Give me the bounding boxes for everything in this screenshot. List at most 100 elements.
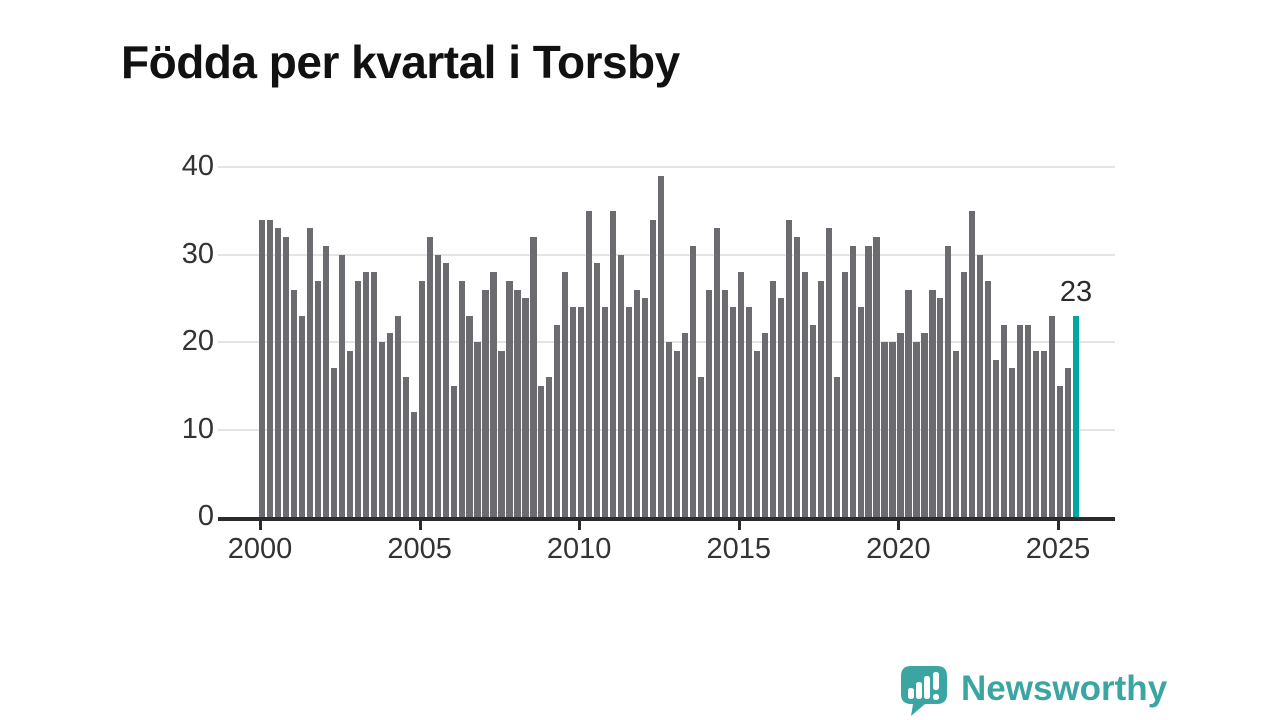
bar-2005Q3 xyxy=(434,254,441,517)
y-axis-tick-label-0: 0 xyxy=(197,500,214,532)
bar-2018Q3 xyxy=(849,245,856,517)
bar-2000Q3 xyxy=(274,228,282,517)
bar-2021Q1 xyxy=(929,289,936,517)
y-axis-tick-label-30: 30 xyxy=(181,237,214,270)
bar-2013Q1 xyxy=(673,350,681,517)
bar-2010Q2 xyxy=(586,210,593,517)
newsworthy-chart-bubble-icon xyxy=(901,666,947,716)
bar-2009Q1 xyxy=(546,377,553,517)
bar-2018Q2 xyxy=(841,272,848,517)
bar-2001Q3 xyxy=(306,228,314,517)
bar-2015Q1 xyxy=(737,272,744,517)
x-axis-tick-label-2020: 2020 xyxy=(866,533,931,565)
bar-2012Q2 xyxy=(650,219,657,517)
bar-2003Q2 xyxy=(362,272,369,517)
x-axis-line xyxy=(218,517,1115,521)
x-axis-tick-label-2025: 2025 xyxy=(1025,533,1091,565)
bar-2022Q1 xyxy=(961,272,968,517)
bar-2009Q3 xyxy=(562,272,569,517)
bar-2006Q4 xyxy=(474,342,481,517)
x-axis-tick-2005 xyxy=(418,521,422,530)
x-axis-tick-2015 xyxy=(737,521,741,530)
bar-2020Q1 xyxy=(897,333,904,517)
bar-2023Q3 xyxy=(1009,368,1016,517)
bar-2010Q1 xyxy=(578,307,585,517)
x-axis-tick-2010 xyxy=(578,521,582,530)
highlight-value-label: 23 xyxy=(1059,275,1093,308)
bar-2001Q4 xyxy=(314,280,322,517)
bar-2008Q4 xyxy=(538,385,545,517)
bar-2014Q4 xyxy=(729,307,736,517)
bar-2001Q2 xyxy=(298,315,306,517)
bar-2019Q1 xyxy=(865,245,872,517)
bar-2025Q1 xyxy=(1057,385,1064,517)
bar-2020Q2 xyxy=(905,289,912,517)
bar-2014Q1 xyxy=(705,289,713,517)
bar-2019Q2 xyxy=(873,237,880,517)
bar-2007Q1 xyxy=(482,289,489,517)
bar-2015Q3 xyxy=(753,350,760,517)
y-axis-tick-label-40: 40 xyxy=(181,150,214,182)
bar-2015Q2 xyxy=(745,307,752,517)
bar-2003Q3 xyxy=(370,272,377,517)
bar-2015Q4 xyxy=(761,333,768,517)
gridline-y30 xyxy=(218,253,1115,256)
bar-2007Q4 xyxy=(506,280,513,517)
bar-2012Q4 xyxy=(665,342,673,517)
bar-2023Q4 xyxy=(1017,324,1024,517)
bar-2021Q2 xyxy=(937,298,944,517)
page-title: Födda per kvartal i Torsby xyxy=(121,35,680,88)
bar-2002Q3 xyxy=(338,254,345,517)
bar-2000Q2 xyxy=(266,219,274,517)
bar-2001Q1 xyxy=(290,289,298,517)
bar-2018Q4 xyxy=(857,307,864,517)
bar-2017Q4 xyxy=(825,228,832,517)
bar-2013Q2 xyxy=(681,333,689,517)
gridline-y40 xyxy=(218,166,1115,168)
bar-2004Q1 xyxy=(386,333,393,517)
x-axis-tick-label-2015: 2015 xyxy=(706,533,772,565)
bar-2014Q2 xyxy=(713,228,721,517)
bar-2000Q4 xyxy=(282,237,290,517)
bar-2017Q2 xyxy=(809,324,816,517)
bar-2006Q1 xyxy=(450,385,457,517)
bar-2024Q3 xyxy=(1041,350,1048,517)
bar-2020Q3 xyxy=(913,342,920,517)
bar-2010Q4 xyxy=(602,307,609,517)
bar-2017Q1 xyxy=(801,272,808,517)
bar-2003Q1 xyxy=(354,280,361,517)
bar-2012Q3 xyxy=(658,175,665,517)
bar-2003Q4 xyxy=(378,342,385,517)
bar-2016Q3 xyxy=(785,219,792,517)
bar-2006Q3 xyxy=(466,315,473,517)
bar-2023Q1 xyxy=(993,359,1000,517)
x-axis-tick-2020 xyxy=(897,521,901,530)
bar-2024Q4 xyxy=(1049,315,1056,517)
bar-2008Q3 xyxy=(530,237,537,517)
bar-2025Q2 xyxy=(1064,368,1072,517)
bar-2002Q2 xyxy=(330,368,337,517)
bar-2005Q4 xyxy=(442,263,449,517)
y-axis-tick-label-20: 20 xyxy=(181,325,214,357)
bar-2011Q4 xyxy=(634,289,641,517)
x-axis-tick-label-2005: 2005 xyxy=(387,533,452,565)
bar-2022Q3 xyxy=(977,254,984,517)
bar-2021Q3 xyxy=(945,245,952,517)
bar-2025Q3 xyxy=(1072,315,1080,517)
bar-2002Q4 xyxy=(346,350,353,517)
bar-2013Q4 xyxy=(697,377,705,517)
bar-2002Q1 xyxy=(322,245,330,517)
bar-2014Q3 xyxy=(721,289,729,517)
bar-2004Q2 xyxy=(394,315,401,517)
x-axis-tick-label-2010: 2010 xyxy=(546,533,612,565)
bar-2007Q2 xyxy=(490,272,497,517)
bar-2021Q4 xyxy=(953,350,960,517)
bar-2011Q3 xyxy=(626,307,633,517)
bar-2016Q2 xyxy=(777,298,784,517)
bar-2004Q3 xyxy=(402,377,409,517)
x-axis-tick-2000 xyxy=(259,521,262,530)
bar-2019Q4 xyxy=(889,342,896,517)
bar-2022Q4 xyxy=(985,280,992,517)
bar-2017Q3 xyxy=(817,280,824,517)
